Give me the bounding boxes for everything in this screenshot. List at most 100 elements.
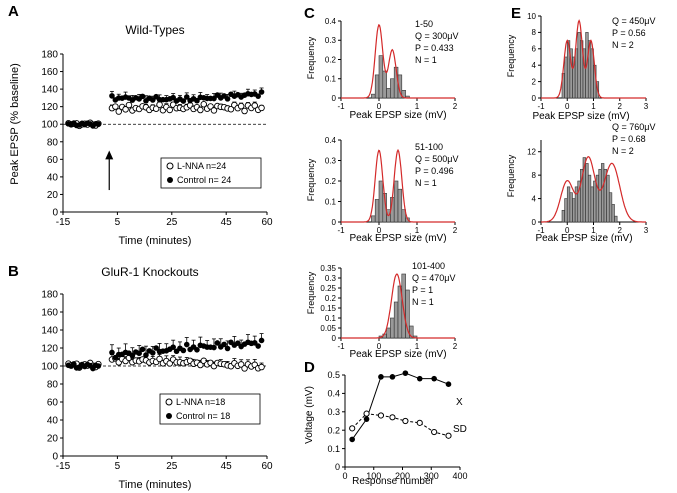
panel-d-xlabel: Response number [352,476,434,487]
A-point-open [152,105,160,112]
A-point-filled [255,93,261,99]
panel-b-legend-marker-open [165,398,173,406]
D-point-X [378,374,384,380]
A-point-filled [194,97,200,104]
D-x-tick-label-3: 300 [424,471,439,481]
panel-c1-xlabel: Peak EPSP size (mV) [349,110,446,121]
E2-bar [614,215,618,223]
panel-e1-xlabel: Peak EPSP size (mV) [532,111,629,122]
C1-bar [390,78,395,99]
E1-bar [564,56,568,99]
B-point-filled [194,347,200,353]
B-point-open [241,365,248,372]
C1-x-tick-label-1: 0 [377,102,382,111]
panel-e2-ylabel: Frequency [506,154,516,197]
E2-bar [574,186,579,223]
E2-x-tick-label-2: 1 [591,226,596,235]
C1-bar [386,88,391,99]
C3-fit-curve [341,273,455,339]
panel-label-c: C [304,5,315,22]
C2-y-tick-label-3: 0.3 [325,156,337,165]
A-point-filled [180,98,187,104]
panel-a-legend-marker-open [166,162,174,170]
D-point-SD [445,432,452,439]
B-y-tick-label-7: 140 [41,326,58,337]
B-point-filled [224,345,231,352]
panel-e2-info-2: N = 2 [612,146,634,156]
panel-label-a: A [8,3,19,20]
D-y-tick-label-3: 0.3 [327,407,340,417]
B-point-filled [221,341,227,348]
A-point-filled [109,93,115,99]
E2-bar [564,198,568,223]
panel-a-legend-marker-filled [167,177,173,183]
panel-a-plot: -15 5 25 45 60 0 20 40 60 80 100 120 140 160 180 [41,50,273,229]
panel-e2-info-0: Q = 760μV [612,122,655,132]
panel-c2-info-2: P = 0.496 [415,166,454,176]
D-y-tick-label-2: 0.2 [327,425,340,435]
C2-y-tick-label-0: 0 [332,218,337,227]
B-y-tick-label-4: 80 [47,380,59,391]
B-y-tick-label-6: 120 [41,344,58,355]
panel-c2: Frequency Peak EPSP size (mV) 51-100 Q =… [306,136,458,244]
B-point-filled [136,350,142,357]
panel-d: Voltage (mV) Response number X SD 0 100 20… [304,370,468,487]
A-x-tick-label-2: 25 [166,217,178,228]
panel-b-plot: -15 5 25 45 60 0 20 40 60 80 100 120 140 160 180 [41,290,273,473]
C2-x-tick-label-3: 2 [453,226,458,235]
C2-bar [371,215,376,223]
E1-y-tick-label-5: 10 [527,12,536,21]
C2-y-tick-label-1: 0.1 [325,197,337,206]
C1-bar [397,74,403,99]
A-point-open [125,101,133,109]
panel-b-legend: L-NNA n=18 Control n= 18 [159,393,261,425]
D-point-X [431,375,437,382]
panel-d-plot: 0 100 200 300 400 0 0.1 0.2 0.3 0.4 0.5 [327,370,467,481]
B-y-tick-label-8: 160 [41,308,58,319]
B-point-filled [139,346,146,353]
B-point-filled [211,344,217,351]
panel-e1-ylabel: Frequency [506,34,516,77]
B-y-tick-label-1: 20 [47,434,59,445]
C1-fit-curve [341,24,455,99]
panel-e2-xlabel: Peak EPSP size (mV) [535,233,632,244]
panel-c1-info-3: N = 1 [415,55,437,65]
panel-c2-info-1: Q = 500μV [415,154,458,164]
A-point-open [166,106,174,114]
D-x-tick-label-0: 0 [342,471,347,481]
E2-bar [608,192,613,223]
D-point-SD [416,419,423,426]
D-point-X [416,375,423,382]
E1-x-tick-label-3: 2 [618,102,623,111]
panel-label-d: D [304,359,315,376]
panel-c1-info-1: Q = 300μV [415,31,458,41]
C2-fit-curve [341,148,455,223]
E2-x-tick-label-1: 0 [565,226,570,235]
A-point-open [122,106,129,113]
C3-x-tick-label-2: 1 [415,342,420,351]
B-x-tick-label-0: -15 [56,461,71,472]
panel-d-series-label-sd: SD [453,424,467,435]
panel-c1: Frequency Peak EPSP size (mV) 1-50 Q = 3… [306,17,458,121]
D-point-SD [363,410,370,417]
C1-y-tick-label-2: 0.2 [325,55,337,64]
panel-a: Wild-Types Peak EPSP (% baseline) Time (… [9,23,273,247]
E1-x-tick-label-0: -1 [537,102,545,111]
E2-bar [585,163,589,223]
panel-d-series-label-x: X [456,397,463,408]
C2-y-tick-label-2: 0.2 [325,177,337,186]
C1-y-tick-label-4: 0.4 [325,17,337,26]
D-y-tick-label-0: 0 [335,462,340,472]
panel-c3-info-0: 101-400 [412,261,445,271]
C1-bar [374,74,380,99]
C1-x-tick-label-0: -1 [337,102,345,111]
panel-c3-info-1: Q = 470μV [412,273,455,283]
A-y-tick-label-5: 100 [41,120,58,131]
C3-bar [405,289,410,339]
E2-bar [601,163,605,223]
A-x-tick-label-4: 60 [261,217,273,228]
panel-e2-info-1: P = 0.68 [612,134,646,144]
B-point-filled [234,340,241,346]
A-x-tick-label-1: 5 [115,217,121,228]
